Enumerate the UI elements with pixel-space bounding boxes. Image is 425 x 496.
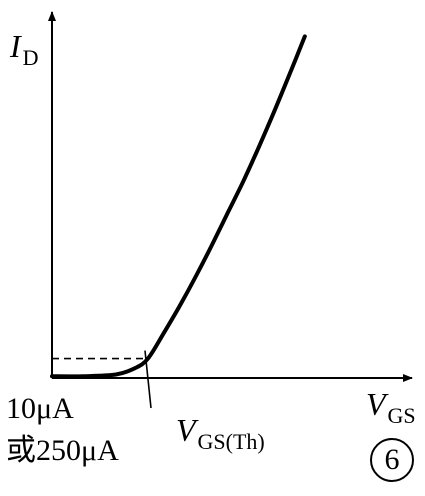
y-axis-subscript: D: [22, 45, 39, 70]
threshold-current-annotation-line2: 或250μA: [6, 434, 119, 467]
figure-number-badge: 6: [370, 438, 414, 482]
figure-number: 6: [384, 443, 400, 476]
threshold-current-annotation-line1: 10μA: [6, 392, 74, 425]
x-axis-subscript: GS: [387, 403, 416, 428]
y-axis-symbol: I: [10, 28, 21, 64]
y-axis-label: ID: [10, 28, 39, 69]
id-vs-vgs-curve: [50, 34, 307, 379]
threshold-voltage-symbol: V: [176, 412, 196, 448]
x-axis-label: VGS: [366, 386, 416, 427]
threshold-voltage-label: VGS(Th): [176, 412, 265, 453]
x-axis-symbol: V: [366, 386, 386, 422]
threshold-voltage-subscript: GS(Th): [197, 429, 265, 454]
